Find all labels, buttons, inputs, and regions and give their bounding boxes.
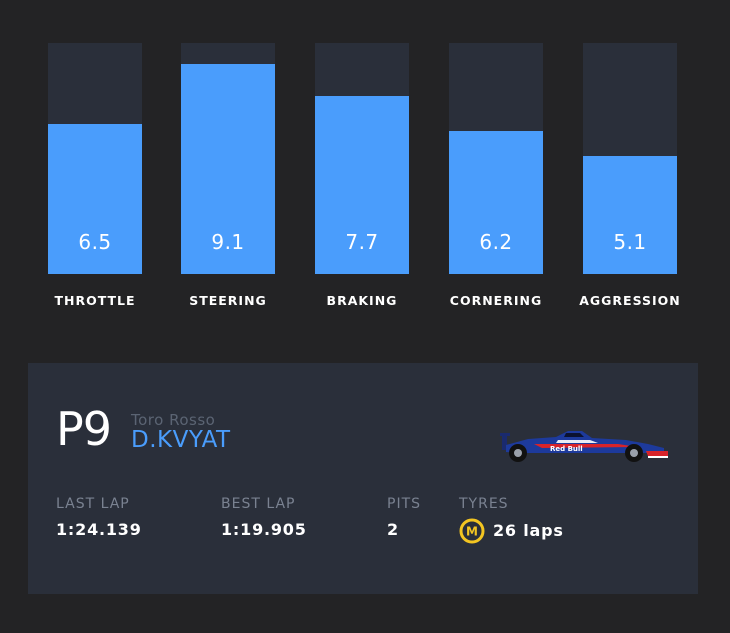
stat-value: 6.5	[78, 230, 112, 254]
driver-name: D.KVYAT	[131, 427, 231, 453]
stat-bar-fill	[583, 156, 677, 274]
stat-braking: 7.7 BRAKING	[315, 43, 409, 308]
stat-bar-track: 9.1	[181, 43, 275, 274]
tyres: TYRES M 26 laps	[459, 495, 564, 544]
tyres-value: 26 laps	[493, 521, 564, 540]
tyres-label: TYRES	[459, 496, 509, 512]
last-lap-label: LAST LAP	[56, 496, 130, 512]
stat-throttle: 6.5 THROTTLE	[48, 43, 142, 308]
stat-bar-track: 6.2	[449, 43, 543, 274]
race-position: P9	[56, 402, 112, 456]
best-lap-label: BEST LAP	[221, 496, 296, 512]
stat-value: 9.1	[211, 230, 245, 254]
driver-stats-chart: 6.5 THROTTLE 9.1 STEERING 7.7 BRAKING 6.…	[48, 43, 680, 308]
stat-label: STEERING	[189, 293, 267, 308]
stat-bar-track: 5.1	[583, 43, 677, 274]
stat-value: 5.1	[613, 230, 647, 254]
stat-value: 7.7	[345, 230, 379, 254]
team-name: Toro Rosso	[131, 411, 216, 429]
stat-bar-fill	[181, 64, 275, 274]
pit-stops: PITS 2	[387, 495, 421, 540]
pits-label: PITS	[387, 496, 422, 512]
stat-label: BRAKING	[326, 293, 398, 308]
stat-bar-fill	[48, 124, 142, 274]
best-lap-value: 1:19.905	[221, 520, 307, 539]
pits-value: 2	[387, 520, 399, 539]
stat-cornering: 6.2 CORNERING	[449, 43, 543, 308]
stat-steering: 9.1 STEERING	[181, 43, 275, 308]
toro-rosso-car-icon: Red Bull	[500, 431, 668, 462]
medium-tyre-icon: M	[459, 518, 485, 544]
stat-label: THROTTLE	[54, 293, 136, 308]
svg-text:Red Bull: Red Bull	[550, 445, 583, 453]
stat-bar-track: 7.7	[315, 43, 409, 274]
last-lap: LAST LAP 1:24.139	[56, 495, 142, 540]
best-lap: BEST LAP 1:19.905	[221, 495, 307, 540]
stat-aggression: 5.1 AGGRESSION	[579, 43, 680, 308]
tyre-info: M 26 laps	[459, 518, 564, 544]
stat-bar-track: 6.5	[48, 43, 142, 274]
driver-card[interactable]: P9 Toro Rosso D.KVYAT Red Bull LAST LAP …	[28, 363, 698, 594]
stat-label: CORNERING	[449, 293, 543, 308]
stat-value: 6.2	[479, 230, 513, 254]
stat-bar-fill	[449, 131, 543, 274]
last-lap-value: 1:24.139	[56, 520, 142, 539]
tyre-compound-letter: M	[466, 525, 478, 539]
stat-label: AGGRESSION	[579, 293, 681, 308]
stat-bar-fill	[315, 96, 409, 274]
